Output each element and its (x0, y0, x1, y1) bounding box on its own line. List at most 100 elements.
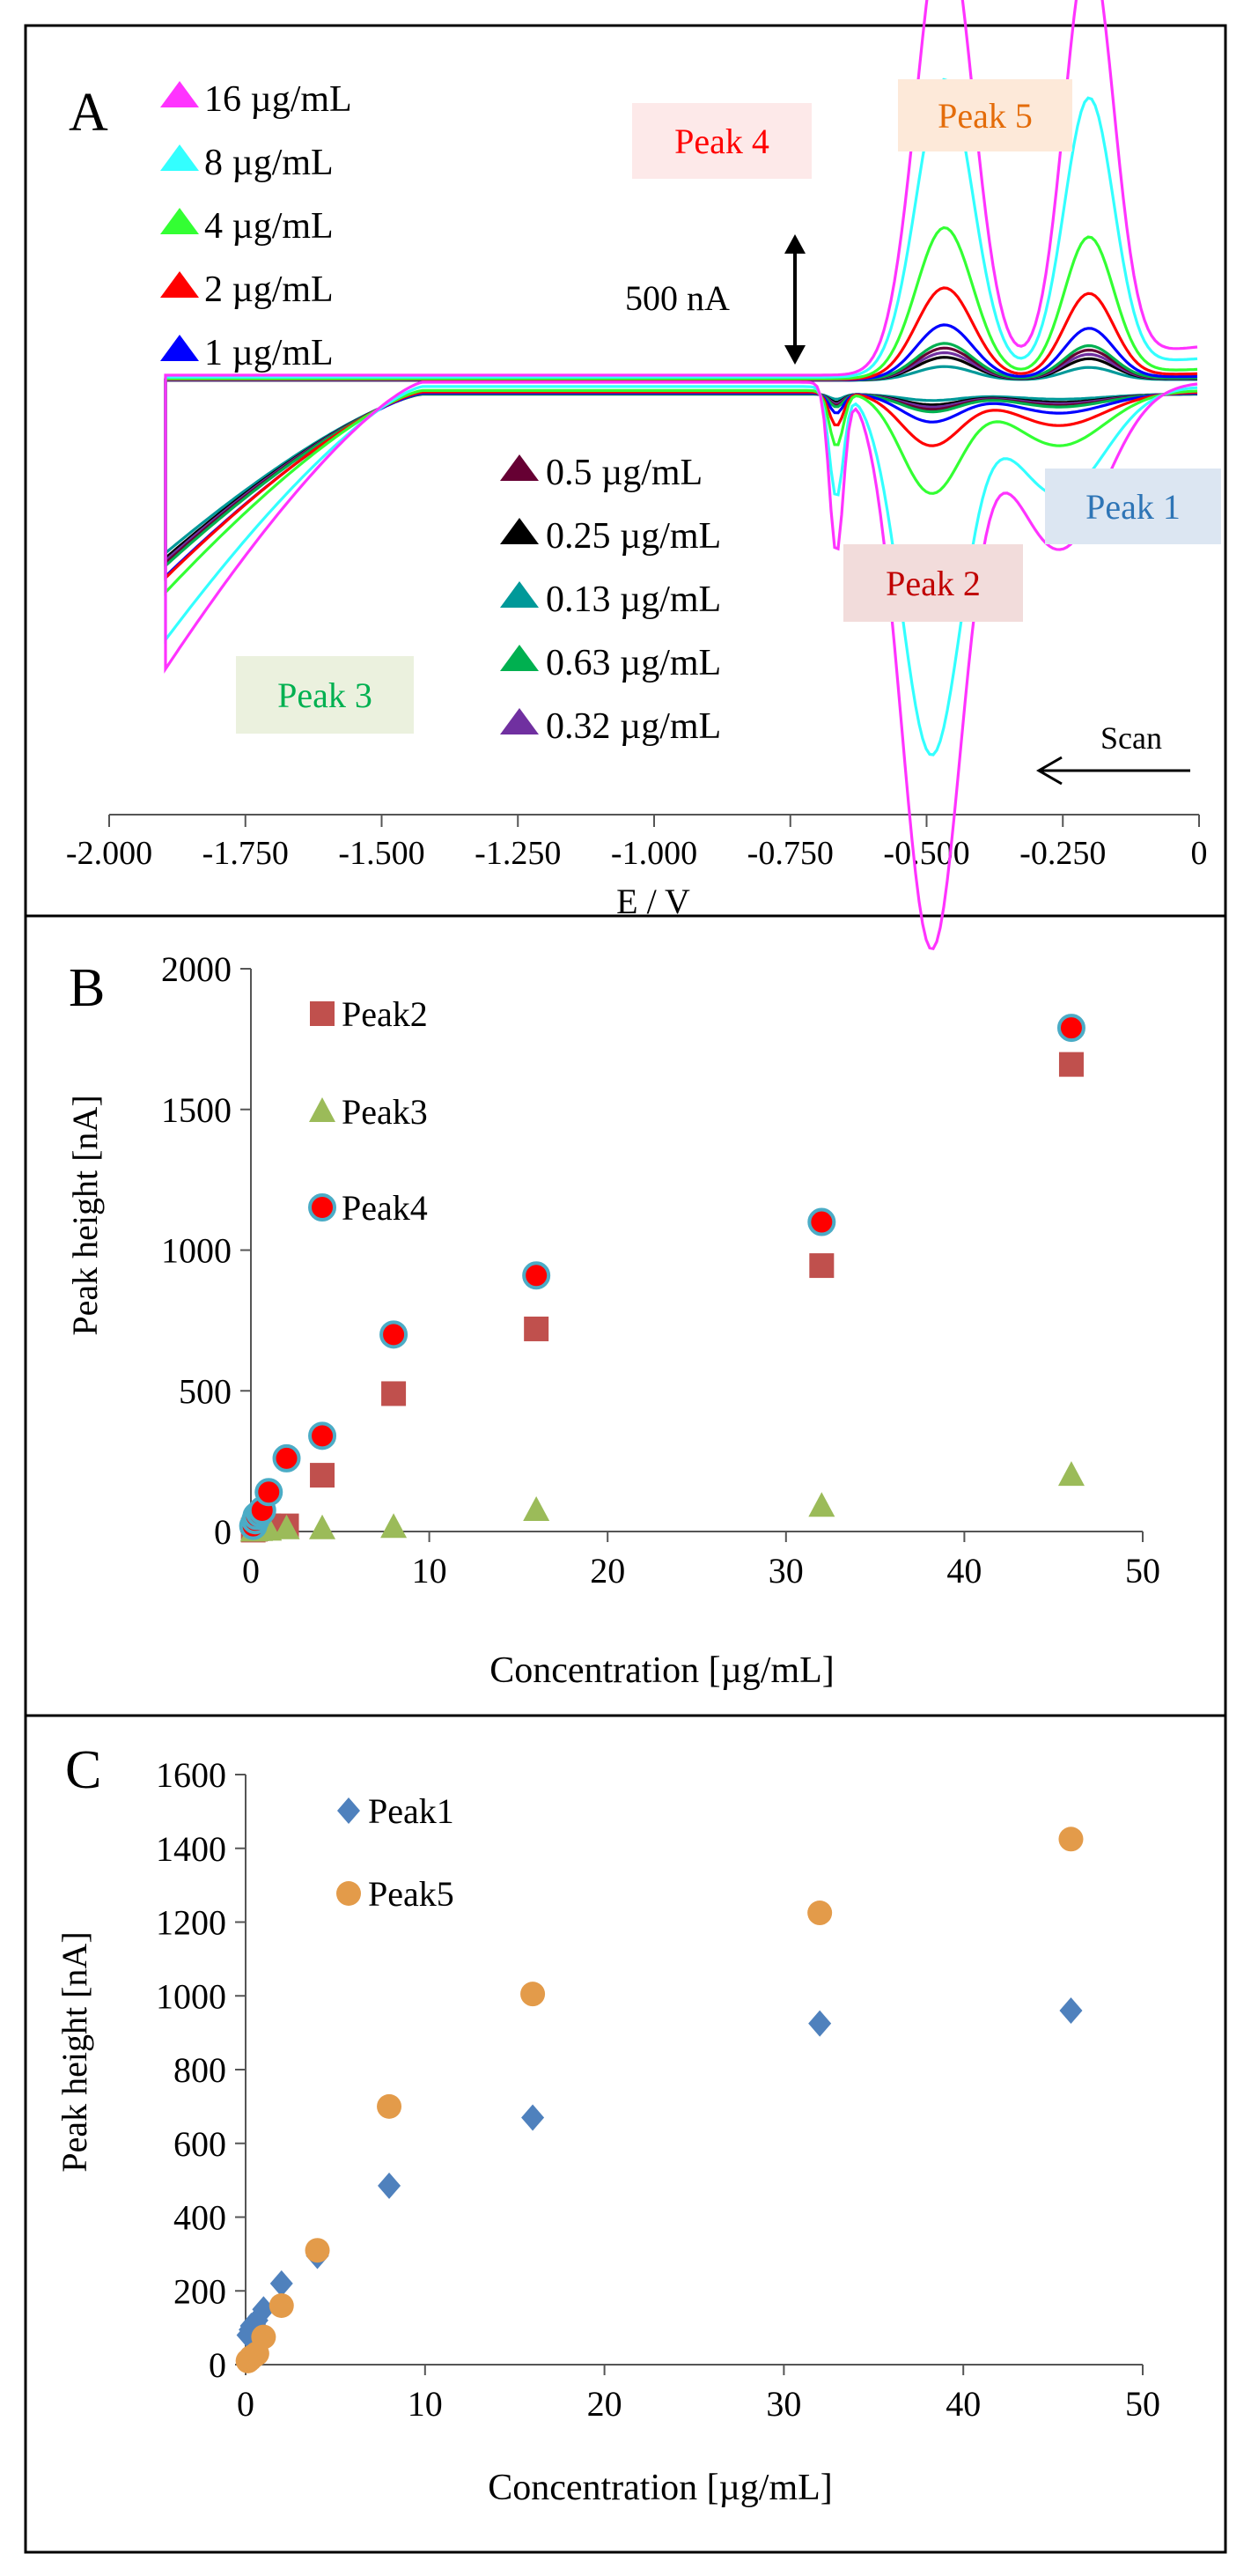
x-tick-label-a: -1.750 (202, 835, 289, 872)
legend-label: Peak5 (368, 1874, 454, 1914)
legend-marker-a (500, 708, 539, 734)
points-b (239, 1014, 1085, 1543)
x-tick-label: 40 (946, 1551, 982, 1591)
legend-marker-a (160, 208, 199, 234)
x-tick-label-a: -0.250 (1019, 835, 1106, 872)
data-point-peak5 (305, 2238, 330, 2263)
legend-label: Peak2 (342, 994, 428, 1034)
scan-arrow (1035, 756, 1190, 786)
legend-marker (308, 1193, 336, 1222)
data-point-peak3 (523, 1496, 550, 1522)
y-tick-label: 1200 (156, 1903, 226, 1943)
legend-b: Peak2 Peak3 Peak4 (308, 994, 428, 1228)
scan-label: Scan (1100, 720, 1162, 756)
x-tick-label-a: -1.500 (338, 835, 424, 872)
data-point-peak2 (381, 1381, 407, 1406)
legend-marker (337, 1797, 360, 1824)
data-point-peak1 (521, 2104, 545, 2131)
legend-label-a: 0.13 µg/mL (546, 579, 721, 620)
data-point-peak5 (377, 2093, 402, 2119)
y-tick-label: 1000 (161, 1231, 232, 1271)
panel-b: B Peak height [nA] Concentration [µg/mL]… (65, 949, 1160, 1691)
x-tick-label: 20 (590, 1551, 625, 1591)
peak-label: Peak 2 (886, 564, 981, 603)
x-tick-label-a: 0 (1191, 835, 1208, 872)
data-point-peak4 (807, 1207, 836, 1236)
x-axis-title-b: Concentration [µg/mL] (489, 1650, 835, 1691)
y-tick-label: 200 (173, 2271, 226, 2311)
peak-label: Peak 1 (1085, 487, 1181, 527)
peak-label: Peak 5 (938, 96, 1033, 136)
data-point-peak1 (1059, 1997, 1083, 2024)
legend-label-a: 0.5 µg/mL (546, 453, 703, 493)
panel-label-b: B (69, 958, 105, 1018)
y-tick-label: 400 (173, 2198, 226, 2238)
data-point-peak4 (379, 1320, 408, 1349)
data-point-peak2 (310, 1463, 335, 1488)
points-c (235, 1827, 1084, 2373)
x-tick-label: 0 (237, 2384, 254, 2424)
x-tick-label-a: -0.750 (747, 835, 834, 872)
y-tick-label: 800 (173, 2050, 226, 2090)
legend-marker (309, 1097, 335, 1122)
data-point-peak3 (309, 1514, 336, 1539)
data-point-peak4 (308, 1421, 337, 1450)
scale-bar (784, 234, 806, 365)
legend-label-a: 0.32 µg/mL (546, 706, 721, 747)
panel-a: A -2.000 -1.750 -1.500 -1.250 -1.000 -0.750 -0… (66, 0, 1221, 951)
legend-label: Peak4 (342, 1188, 428, 1228)
legend-label: Peak3 (342, 1092, 428, 1132)
y-tick-label: 0 (214, 1512, 232, 1552)
legend-marker (310, 1001, 335, 1026)
y-tick-label: 1500 (161, 1090, 232, 1130)
data-point-peak5 (251, 2324, 276, 2350)
x-tick-label: 40 (946, 2384, 981, 2424)
peak-label-box (236, 656, 414, 734)
x-ticks-a: -2.000 -1.750 -1.500 -1.250 -1.000 -0.750 -0.5… (66, 815, 1208, 872)
panel-c: C Peak height [nA] Concentration [µg/mL]… (55, 1740, 1160, 2508)
data-point-peak1 (252, 2296, 276, 2323)
y-tick-label: 0 (209, 2345, 226, 2385)
y-tick-label: 2000 (161, 949, 232, 989)
legend-c: Peak1 Peak5 (336, 1791, 454, 1914)
legend-label-a: 8 µg/mL (204, 143, 334, 183)
data-point-peak1 (808, 2010, 832, 2037)
data-point-peak2 (524, 1316, 549, 1341)
data-point-peak4 (1056, 1014, 1085, 1043)
legend-marker-a (160, 335, 199, 361)
x-tick-label-a: -1.250 (475, 835, 561, 872)
peak-labels: Peak 1 Peak 2 Peak 3 Peak 4 Peak 5 (236, 79, 1221, 734)
scale-bar-label: 500 nA (625, 278, 730, 318)
x-tick-label: 20 (587, 2384, 622, 2424)
legend-marker (336, 1881, 361, 1906)
legend-label-a: 1 µg/mL (204, 333, 334, 373)
x-axis-title-c: Concentration [µg/mL] (488, 2468, 833, 2508)
figure-frame (24, 24, 1227, 2554)
legend-label: Peak1 (368, 1791, 454, 1831)
legend-marker-a (160, 81, 199, 107)
peak-label-box (1045, 469, 1221, 544)
legend-marker-a (160, 144, 199, 171)
data-point-peak5 (520, 1982, 546, 2007)
x-tick-label: 0 (242, 1551, 260, 1591)
legend-label-a: 0.25 µg/mL (546, 516, 721, 557)
x-axis-title-a: E / V (616, 882, 690, 921)
legend-label-a: 4 µg/mL (204, 206, 334, 247)
data-point-peak5 (269, 2293, 294, 2318)
x-tick-label: 30 (766, 2384, 801, 2424)
x-tick-label-a: -1.000 (611, 835, 697, 872)
x-tick-label: 10 (408, 2384, 443, 2424)
data-point-peak2 (809, 1253, 835, 1279)
data-point-peak3 (808, 1492, 835, 1517)
cv-curves (164, 0, 1198, 951)
legend-marker-a (500, 454, 539, 481)
peak-label-box (843, 544, 1023, 622)
legend-label-a: 16 µg/mL (204, 79, 352, 120)
y-tick-label: 1600 (156, 1755, 226, 1795)
data-point-peak5 (807, 1901, 833, 1926)
x-tick-label-a: -2.000 (66, 835, 152, 872)
legend-label-a: 2 µg/mL (204, 269, 334, 310)
y-axis-title-b: Peak height [nA] (65, 1095, 105, 1335)
x-tick-label-a: -0.500 (883, 835, 969, 872)
